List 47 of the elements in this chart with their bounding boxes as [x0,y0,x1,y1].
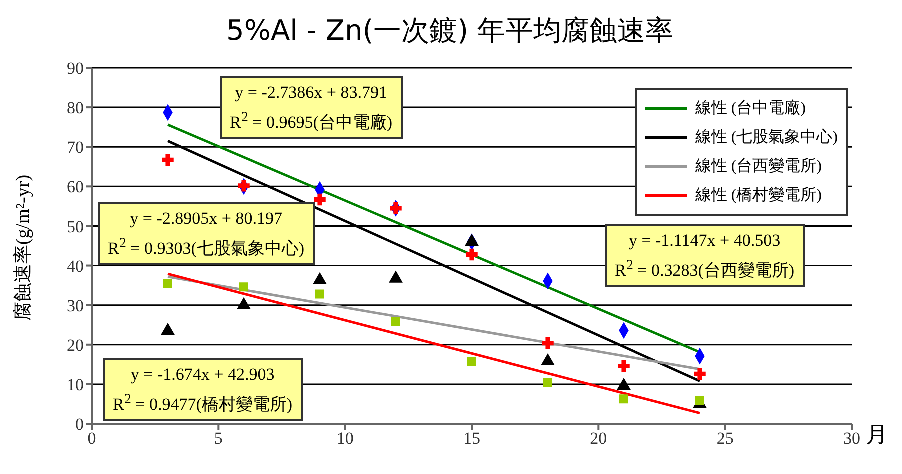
x-tick-label: 25 [716,429,734,448]
chart-title: 5%Al - Zn(一次鍍) 年平均腐蝕速率 [226,14,674,47]
annotation: y = -2.8905x + 80.197 R$^{2}$ = 0.9303(七股氣象中心) [108,209,305,258]
y-tick-label: 10 [67,375,84,394]
point [162,154,174,166]
y-tick-label: 30 [67,296,84,316]
x-tick-label: 0 [88,429,96,448]
y-tick-label: 70 [67,138,84,158]
point [542,337,554,350]
point [466,248,478,261]
point [618,360,630,372]
point [238,180,250,192]
point [541,354,555,366]
legend-label: 線性 (台中電廠) [695,98,806,119]
y-tick-label: 40 [67,256,84,276]
legend-label: 線性 (台西變電所) [695,156,822,177]
point [392,317,400,326]
x-tick-label: 15 [464,429,480,448]
y-tick-label: 0 [76,415,84,434]
point [468,357,476,366]
point [316,290,324,299]
point [544,378,552,388]
point [694,368,706,380]
legend-label: 線性 (橋村變電所) [695,186,822,206]
y-tick-label: 90 [67,59,84,78]
point [620,394,628,404]
point [314,194,326,206]
point [161,324,175,336]
point [390,202,402,214]
y-axis-title: 腐蝕速率(g/m²-yr) [13,174,34,322]
x-tick-label: 10 [336,429,354,448]
x-tick-label: 5 [214,429,223,448]
legend-label: 線性 (七股氣象中心) [695,128,838,148]
annotation: y = -1.674x + 42.903 R$^{2}$ = 0.9477(橋村變電所) [113,365,293,414]
annotation: y = -2.7386x + 83.791 R$^{2}$ = 0.9695(台中電廠) [230,83,393,132]
x-tick-label: 30 [844,429,860,448]
point [617,378,631,390]
y-tick-label: 80 [67,98,84,118]
point [465,234,479,246]
y-tick-label: 50 [67,217,84,236]
annotation: y = -1.1147x + 40.503 R$^{2}$ = 0.3283(台西變電所) [615,231,795,280]
x-tick-label: 20 [590,429,608,448]
x-axis-title: 月 [866,422,888,447]
y-tick-label: 20 [67,336,84,355]
point [164,279,172,288]
point [240,282,248,292]
y-tick-label: 60 [67,178,84,197]
